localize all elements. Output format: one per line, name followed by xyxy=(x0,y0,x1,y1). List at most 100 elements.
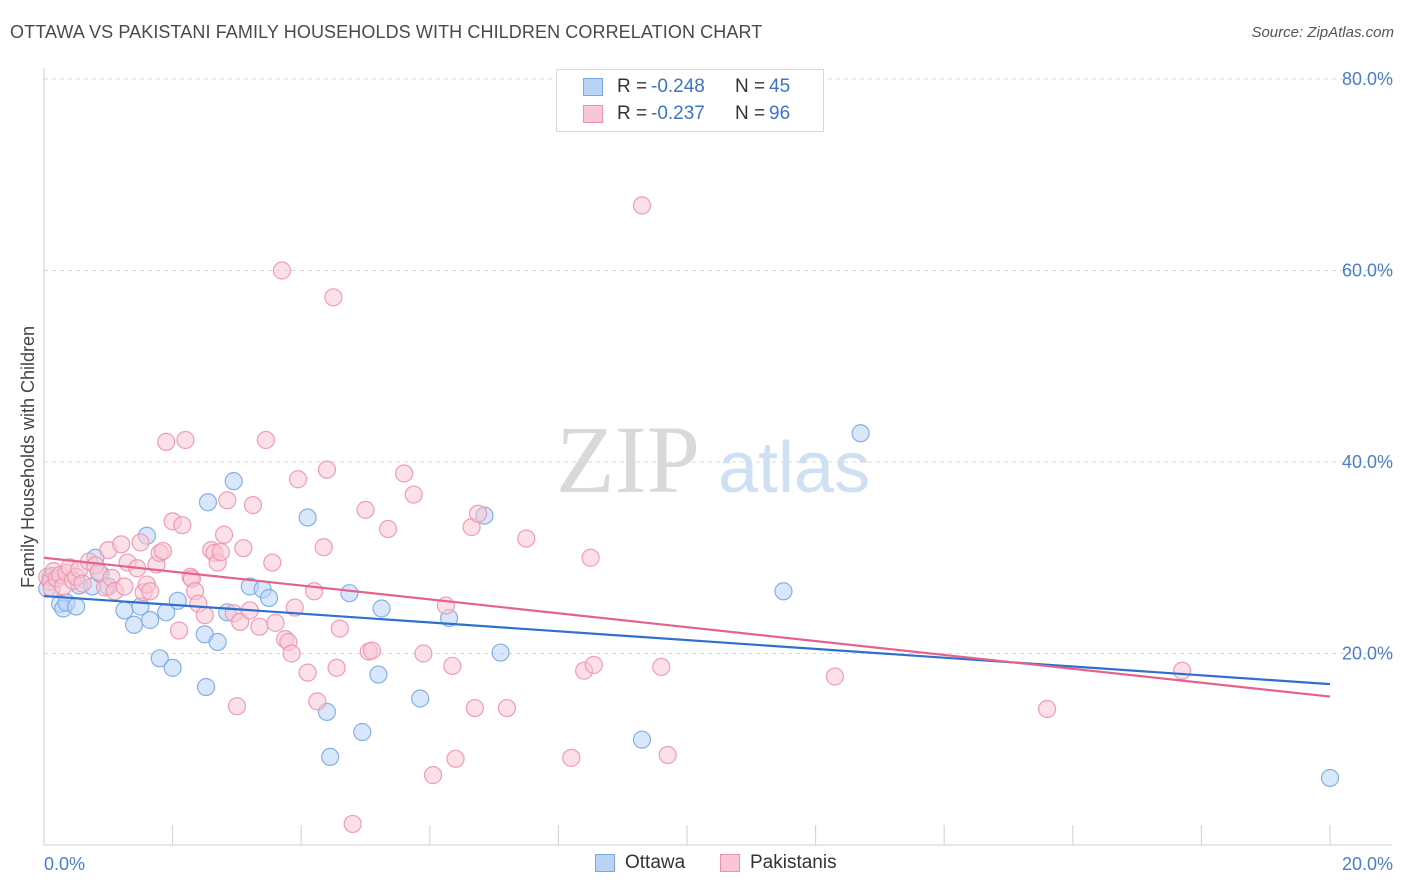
watermark-zip: ZIP xyxy=(556,406,700,513)
ottawa-point xyxy=(298,508,317,527)
legend-row-ottawa: R = -0.248 N = 45 xyxy=(557,73,790,101)
pakistani-point xyxy=(169,621,189,640)
y-tick-label: 60.0% xyxy=(1342,261,1393,281)
pakistani-point xyxy=(324,288,343,307)
ottawa-swatch-icon xyxy=(595,854,615,872)
pakistani-point xyxy=(378,519,398,539)
pakistani-point xyxy=(652,657,671,677)
ottawa-point xyxy=(321,747,340,767)
ottawa-point xyxy=(491,643,510,662)
pakistani-point xyxy=(218,491,237,510)
trend-lines xyxy=(43,556,1331,698)
y-axis-label: Family Households with Children xyxy=(18,326,38,588)
ottawa-point xyxy=(372,599,391,618)
n-value: 45 xyxy=(769,76,791,97)
pakistani-point xyxy=(497,698,517,718)
pakistani-point xyxy=(517,529,536,548)
pakistani-point xyxy=(308,692,327,711)
pakistani-point xyxy=(272,261,292,280)
pakistani-point xyxy=(1173,661,1192,680)
pakistani-swatch-icon xyxy=(583,105,603,123)
n-value: 96 xyxy=(769,103,791,124)
pakistani-point xyxy=(285,598,304,617)
legend-item-ottawa[interactable]: Ottawa xyxy=(595,852,685,874)
pakistani-point xyxy=(314,538,333,557)
pakistani-point xyxy=(153,541,173,561)
pakistani-point xyxy=(446,749,465,768)
pakistani-point xyxy=(317,460,337,479)
pakistani-point xyxy=(227,697,246,716)
watermark-atlas: atlas xyxy=(718,428,870,508)
r-value: -0.237 xyxy=(651,103,705,124)
ottawa-point xyxy=(150,649,169,668)
chart-title: OTTAWA VS PAKISTANI FAMILY HOUSEHOLDS WI… xyxy=(10,22,763,42)
ottawa-point xyxy=(198,493,218,512)
pakistani-point xyxy=(414,644,433,663)
pakistani-point xyxy=(140,582,160,601)
legend-label-pakistanis: Pakistanis xyxy=(750,852,837,873)
ottawa-point xyxy=(340,584,359,603)
pakistani-points xyxy=(38,196,1192,834)
pakistani-point xyxy=(562,748,581,767)
ottawa-point xyxy=(196,677,216,697)
legend-label-ottawa: Ottawa xyxy=(625,852,686,873)
pakistani-point xyxy=(256,430,275,450)
pakistani-trend-line xyxy=(43,556,1331,698)
pakistani-point xyxy=(362,641,382,660)
pakistani-point xyxy=(282,644,301,663)
pakistani-point xyxy=(176,430,195,450)
ottawa-point xyxy=(208,632,227,652)
legend-row-pakistanis: R = -0.237 N = 96 xyxy=(557,100,790,128)
ottawa-point xyxy=(67,597,86,616)
ottawa-trend-line xyxy=(43,594,1331,686)
pakistani-point xyxy=(243,495,263,515)
ottawa-point xyxy=(851,424,870,443)
r-value: -0.248 xyxy=(651,76,705,97)
pakistani-swatch-icon xyxy=(720,854,740,872)
gridlines xyxy=(44,78,1392,654)
pakistani-point xyxy=(157,432,176,451)
pakistani-point xyxy=(1037,699,1057,719)
legend-stats: R = -0.248 N = 45 R = -0.237 N = 96 xyxy=(556,69,824,132)
legend-item-pakistanis[interactable]: Pakistanis xyxy=(720,852,837,874)
pakistani-point xyxy=(234,539,253,558)
ottawa-swatch-icon xyxy=(583,78,603,96)
pakistani-point xyxy=(581,548,600,567)
pakistani-point xyxy=(404,485,423,504)
ottawa-point xyxy=(140,610,160,630)
ottawa-point xyxy=(124,615,144,634)
ottawa-point xyxy=(163,658,182,677)
n-label: N = xyxy=(735,76,766,97)
pakistani-point xyxy=(658,745,677,765)
pakistani-point xyxy=(343,814,362,834)
pakistani-point xyxy=(825,667,844,686)
y-tick-label: 20.0% xyxy=(1342,644,1393,664)
pakistani-point xyxy=(423,766,443,785)
ottawa-point xyxy=(632,730,652,749)
pakistani-point xyxy=(327,658,346,677)
ottawa-point xyxy=(353,722,372,742)
ottawa-point xyxy=(224,472,243,491)
ottawa-point xyxy=(259,588,279,608)
pakistani-point xyxy=(173,516,192,535)
tick-labels: 20.0% 40.0% 60.0% 80.0% 0.0% 20.0% xyxy=(44,69,1393,874)
pakistani-point xyxy=(632,196,652,215)
ottawa-point xyxy=(411,689,430,708)
pakistani-point xyxy=(394,464,414,483)
r-label: R = xyxy=(617,103,648,124)
ottawa-point xyxy=(1320,768,1340,788)
watermark: ZIP atlas xyxy=(556,406,870,513)
pakistani-point xyxy=(195,606,214,625)
y-tick-label: 80.0% xyxy=(1342,69,1393,89)
x-tick-label: 20.0% xyxy=(1342,854,1393,874)
ottawa-point xyxy=(168,591,187,610)
x-tick-label: 0.0% xyxy=(44,854,85,874)
axes xyxy=(43,68,1392,846)
pakistani-point xyxy=(443,656,462,676)
pakistani-point xyxy=(330,619,349,638)
n-label: N = xyxy=(735,103,766,124)
pakistani-point xyxy=(584,655,603,675)
y-tick-label: 40.0% xyxy=(1342,452,1393,472)
legend-series: Ottawa Pakistanis xyxy=(0,852,1406,878)
